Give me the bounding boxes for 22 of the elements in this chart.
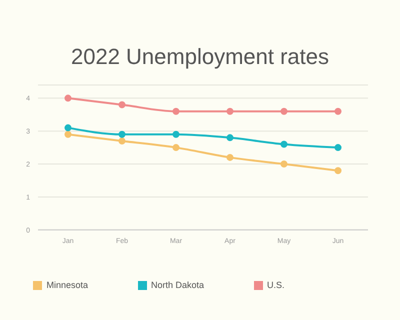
legend-label: North Dakota [150, 280, 204, 290]
chart-title: 2022 Unemployment rates [70, 44, 330, 70]
point [226, 134, 234, 142]
point [280, 108, 288, 115]
point [118, 137, 126, 144]
point [64, 94, 72, 102]
point [226, 154, 234, 161]
point [334, 144, 342, 152]
point [226, 108, 234, 115]
point [334, 167, 342, 174]
point [118, 101, 126, 108]
legend-label: Minnesota [46, 280, 88, 290]
legend-label: U.S. [267, 280, 285, 290]
point [118, 130, 126, 138]
point [334, 108, 342, 115]
point [64, 124, 72, 132]
point [172, 108, 180, 115]
point [172, 130, 180, 138]
point [280, 140, 288, 148]
point [280, 160, 288, 168]
point [64, 130, 72, 138]
point [172, 144, 180, 152]
